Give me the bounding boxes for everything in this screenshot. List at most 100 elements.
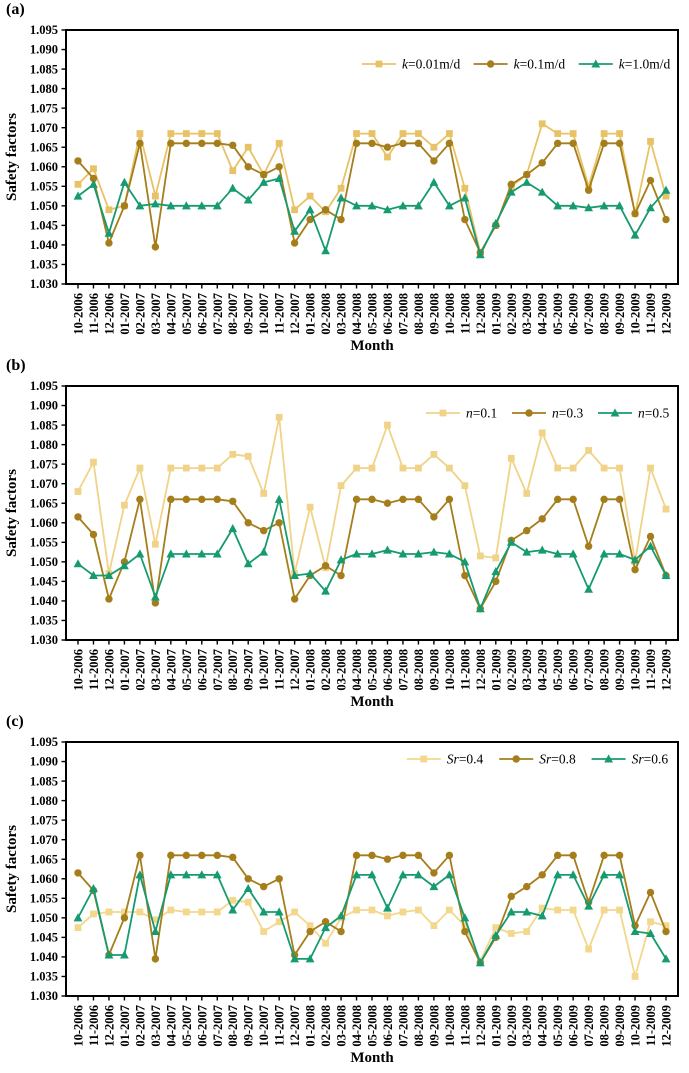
circle-marker-icon	[275, 875, 283, 883]
triangle-marker-icon	[197, 549, 207, 558]
triangle-marker-icon	[398, 201, 408, 210]
y-tick-label: 1.050	[30, 555, 58, 569]
square-marker-icon	[554, 906, 562, 914]
triangle-marker-icon	[228, 905, 238, 914]
circle-marker-icon	[615, 495, 624, 504]
square-marker-icon	[90, 458, 97, 466]
circle-marker-icon	[120, 202, 129, 210]
y-tick-label: 1.090	[30, 399, 58, 413]
x-tick-label: 08-2008	[412, 649, 426, 691]
circle-marker-icon	[244, 519, 252, 527]
square-marker-icon	[600, 906, 608, 914]
circle-marker-icon	[414, 139, 423, 148]
square-marker-icon	[322, 939, 329, 947]
triangle-marker-icon	[367, 870, 377, 879]
circle-marker-icon	[383, 143, 392, 151]
y-tick-label: 1.035	[30, 614, 58, 628]
triangle-marker-icon	[336, 911, 346, 920]
triangle-marker-icon	[610, 408, 620, 417]
square-marker-icon	[121, 908, 128, 916]
x-tick-label: 09-2008	[427, 293, 441, 335]
square-marker-icon	[151, 540, 159, 548]
triangle-marker-icon	[584, 584, 594, 593]
legend-label: k=0.01m/d	[402, 57, 460, 72]
x-tick-label: 07-2007	[211, 649, 225, 691]
x-tick-label: 06-2007	[195, 293, 209, 335]
circle-marker-icon	[151, 243, 160, 251]
x-axis: 10-2006 11-2006 12-2006 01-2007 02-2007 03-20…	[72, 996, 674, 1047]
x-tick-label: 04-2008	[350, 293, 364, 335]
square-marker-icon	[260, 928, 268, 935]
legend-label: n=0.3	[552, 406, 583, 421]
x-tick-label: 07-2009	[582, 1005, 596, 1047]
y-axis: 1.030 1.035 1.040 1.045 1.050 1.055 1.060 1.065…	[30, 379, 66, 647]
circle-marker-icon	[306, 215, 314, 224]
triangle-marker-icon	[568, 201, 578, 210]
series-line	[77, 142, 667, 254]
circle-marker-icon	[368, 851, 376, 860]
square-marker-icon	[647, 918, 654, 926]
x-axis: 10-2006 11-2006 12-2006 01-2007 02-2007 03-20…	[72, 640, 674, 691]
x-tick-label: 05-2007	[180, 293, 194, 335]
circle-marker-icon	[244, 163, 252, 171]
circle-marker-icon	[383, 855, 392, 863]
triangle-marker-icon	[491, 218, 501, 227]
triangle-marker-icon	[166, 870, 176, 879]
x-tick-label: 10-2007	[257, 649, 271, 691]
square-marker-icon	[182, 130, 190, 137]
legend-entry-0: Sr=0.4	[406, 752, 484, 767]
circle-marker-icon	[631, 209, 639, 218]
circle-marker-icon	[525, 409, 533, 417]
series-1	[74, 139, 670, 257]
circle-marker-icon	[414, 495, 423, 504]
square-marker-icon	[291, 908, 299, 916]
y-tick-label: 1.030	[30, 989, 58, 1003]
triangle-marker-icon	[506, 187, 516, 196]
triangle-marker-icon	[181, 870, 191, 879]
x-tick-label: 03-2008	[335, 649, 349, 691]
square-marker-icon	[616, 464, 623, 472]
triangle-marker-icon	[181, 201, 191, 210]
triangle-marker-icon	[444, 870, 454, 879]
x-tick-label: 01-2009	[489, 649, 503, 691]
circle-marker-icon	[290, 595, 299, 603]
x-tick-label: 03-2009	[520, 1005, 534, 1047]
circle-marker-icon	[615, 139, 624, 148]
circle-marker-icon	[569, 495, 577, 504]
circle-marker-icon	[492, 577, 500, 586]
square-marker-icon	[151, 916, 159, 924]
triangle-marker-icon	[104, 950, 114, 959]
square-marker-icon	[353, 906, 360, 914]
square-marker-icon	[399, 908, 407, 916]
circle-marker-icon	[461, 215, 469, 224]
y-axis: 1.030 1.035 1.040 1.045 1.050 1.055 1.060 1.065…	[30, 23, 66, 291]
triangle-marker-icon	[630, 926, 640, 936]
circle-marker-icon	[646, 532, 655, 541]
x-tick-label: 06-2007	[195, 1005, 209, 1047]
panel-c-letter: (c)	[6, 713, 24, 730]
square-marker-icon	[375, 60, 383, 68]
legend-label: Sr=0.4	[447, 752, 484, 767]
y-tick-label: 1.090	[30, 43, 58, 57]
triangle-marker-icon	[599, 870, 609, 879]
circle-marker-icon	[136, 851, 144, 860]
x-tick-label: 08-2008	[412, 1005, 426, 1047]
triangle-marker-icon	[646, 203, 655, 212]
triangle-marker-icon	[522, 907, 532, 916]
y-tick-label: 1.080	[30, 82, 58, 96]
square-marker-icon	[445, 464, 453, 472]
x-tick-label: 02-2007	[133, 1005, 147, 1047]
square-marker-icon	[662, 505, 670, 513]
x-tick-label: 06-2008	[381, 293, 395, 335]
triangle-marker-icon	[290, 570, 300, 580]
circle-marker-icon	[321, 562, 330, 570]
legend-entry-1: n=0.3	[512, 406, 583, 421]
triangle-marker-icon	[305, 568, 315, 578]
circle-marker-icon	[321, 918, 330, 926]
square-marker-icon	[306, 922, 314, 930]
y-tick-label: 1.065	[30, 852, 58, 866]
x-tick-label: 06-2009	[567, 1005, 581, 1047]
y-tick-label: 1.060	[30, 516, 58, 530]
y-tick-label: 1.075	[30, 813, 58, 827]
circle-marker-icon	[167, 495, 175, 504]
